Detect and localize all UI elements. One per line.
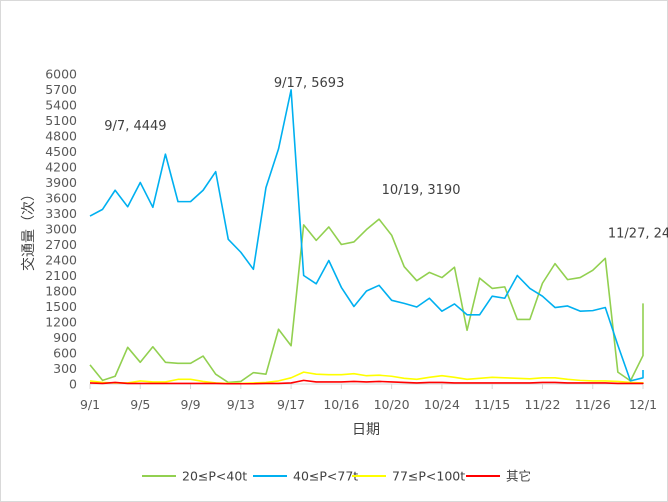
x-axis-title: 日期 (352, 422, 380, 438)
series-lines (89, 89, 644, 385)
legend-label: 20≤P<40t (182, 469, 247, 484)
legend-label: 其它 (506, 469, 531, 484)
x-tick-label: 9/13 (227, 397, 255, 412)
x-tick-label: 10/20 (374, 397, 410, 412)
y-tick-label: 2100 (45, 268, 77, 283)
x-tick-label: 12/1 (629, 397, 657, 412)
legend: 20≤P<40t 40≤P<77t 77≤P<100t 其它 (142, 469, 531, 484)
series-line-4 (89, 379, 644, 385)
y-tick-label: 300 (53, 361, 77, 376)
y-tick-label: 5400 (45, 98, 77, 113)
y-tick-label: 2400 (45, 253, 77, 268)
data-label: 10/19, 3190 (382, 183, 461, 198)
y-tick-label: 5100 (45, 113, 77, 128)
x-tick-label: 9/5 (130, 397, 150, 412)
x-tick-label: 11/15 (474, 397, 510, 412)
y-tick-label: 4200 (45, 160, 77, 175)
y-tick-label: 1800 (45, 284, 77, 299)
data-annotations: 9/7, 4449 9/17, 5693 10/19, 3190 11/27, 243… (104, 76, 668, 241)
data-label: 9/17, 5693 (274, 76, 345, 91)
y-tick-label: 6000 (45, 67, 77, 82)
data-label: 11/27, 2432 (608, 226, 668, 241)
y-tick-label: 2700 (45, 237, 77, 252)
y-tick-label: 5700 (45, 82, 77, 97)
y-tick-label: 4800 (45, 129, 77, 144)
y-tick-label: 3600 (45, 191, 77, 206)
y-tick-label: 1500 (45, 299, 77, 314)
y-tick-label: 0 (69, 377, 77, 392)
series-line-2 (89, 89, 644, 382)
series-line-3 (89, 371, 644, 385)
y-tick-label: 600 (53, 346, 77, 361)
x-tick-label: 10/24 (424, 397, 460, 412)
x-axis-ticks: 9/1 9/5 9/9 9/13 9/17 10/16 10/20 10/24 11/15 11/… (80, 384, 657, 412)
x-tick-label: 9/9 (180, 397, 200, 412)
y-tick-label: 3900 (45, 175, 77, 190)
series-line-1 (89, 218, 644, 384)
x-tick-label: 9/1 (80, 397, 100, 412)
y-tick-label: 900 (53, 330, 77, 345)
x-tick-label: 10/16 (323, 397, 359, 412)
x-tick-label: 11/26 (575, 397, 611, 412)
y-axis-title: 交通量（次） (20, 187, 37, 271)
y-tick-label: 4500 (45, 144, 77, 159)
y-tick-label: 3000 (45, 222, 77, 237)
x-tick-label: 11/22 (524, 397, 560, 412)
y-tick-label: 1200 (45, 315, 77, 330)
y-tick-label: 3300 (45, 206, 77, 221)
y-axis-ticks: 0300600900120015001800210024002700300033… (45, 67, 77, 392)
legend-label: 40≤P<77t (293, 469, 358, 484)
x-tick-label: 9/17 (277, 397, 305, 412)
data-label: 9/7, 4449 (104, 119, 166, 134)
legend-label: 77≤P<100t (392, 469, 465, 484)
